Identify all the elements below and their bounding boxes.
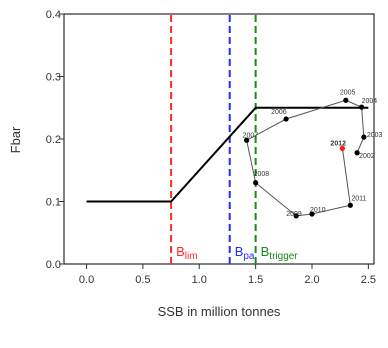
data-point-label: 2002	[359, 153, 375, 160]
data-point	[283, 116, 288, 121]
hcr-line	[87, 108, 369, 202]
data-point	[359, 105, 364, 110]
plot-area	[64, 14, 374, 264]
data-point-label: 2012	[330, 140, 346, 147]
data-point	[348, 203, 353, 208]
data-point-label: 2011	[351, 195, 366, 202]
data-point-label: 2009	[286, 211, 302, 218]
harvest-control-rule	[87, 108, 369, 202]
y-tick-label: 0.3	[46, 72, 61, 84]
x-tick-label: 2.0	[304, 274, 319, 286]
data-point-label: 2008	[254, 171, 270, 178]
y-tick-label: 0.4	[46, 9, 61, 21]
x-tick-label: 1.5	[248, 274, 263, 286]
y-axis: 0.0 0.1 0.2 0.3 0.4	[46, 9, 64, 271]
reference-line-label: Bpa	[235, 244, 255, 262]
y-tick-label: 0.1	[46, 197, 61, 209]
reference-line-label: Btrigger	[261, 244, 299, 262]
data-point-label: 2007	[243, 132, 259, 139]
x-tick-label: 2.5	[361, 274, 376, 286]
data-point	[253, 180, 258, 185]
data-point	[361, 135, 366, 140]
x-axis-title: SSB in million tonnes	[158, 304, 281, 319]
reference-lines: Blim Bpa Btrigger	[171, 15, 298, 264]
data-point-label: 2003	[367, 132, 383, 139]
data-point-label: 2010	[310, 207, 326, 214]
trajectory-line	[247, 100, 364, 216]
reference-line-label: Blim	[176, 244, 197, 262]
y-tick-label: 0.0	[46, 259, 61, 271]
x-axis: 0.0 0.5 1.0 1.5 2.0 2.5	[79, 264, 376, 286]
data-point	[343, 98, 348, 103]
x-tick-label: 0.5	[135, 274, 150, 286]
x-tick-label: 1.0	[192, 274, 207, 286]
y-axis-title: Fbar	[8, 126, 23, 153]
data-point-label: 2004	[362, 98, 378, 105]
x-tick-label: 0.0	[79, 274, 94, 286]
data-point-label: 2006	[271, 109, 287, 116]
data-point-label: 2005	[340, 89, 356, 96]
y-tick-label: 0.2	[46, 134, 61, 146]
